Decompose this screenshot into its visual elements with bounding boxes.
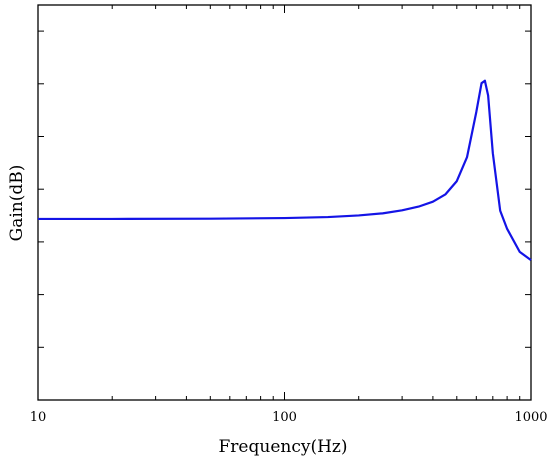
- gain-curve: [37, 79, 532, 261]
- plot-border: [37, 4, 532, 401]
- plot-frame: [37, 4, 532, 401]
- y-axis-label: Gain(dB): [7, 165, 27, 242]
- x-axis-label: Frequency(Hz): [219, 437, 348, 457]
- tick-labels: 10 100 1000: [30, 410, 548, 425]
- axis-ticks: [37, 5, 532, 401]
- series-lines: [37, 79, 532, 261]
- x-tick-label: 10: [30, 410, 47, 425]
- x-tick-label: 100: [272, 410, 297, 425]
- x-tick-label: 1000: [514, 410, 547, 425]
